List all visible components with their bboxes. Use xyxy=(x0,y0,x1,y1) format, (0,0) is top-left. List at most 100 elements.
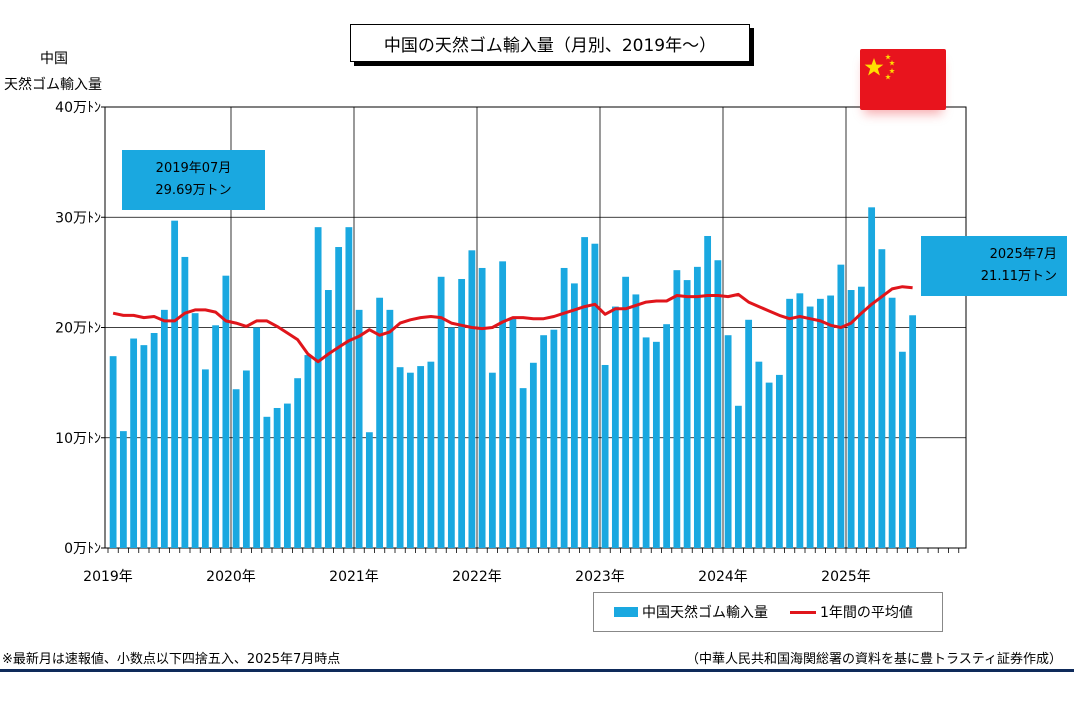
y-axis-title: 中国 天然ゴム輸入量 xyxy=(4,46,114,98)
import-bar xyxy=(140,345,148,548)
callout-first-value: 29.69万トン xyxy=(155,183,232,198)
import-bar xyxy=(632,294,640,548)
import-bar xyxy=(335,247,343,548)
legend-bar-swatch xyxy=(614,607,638,617)
import-bar xyxy=(386,309,394,548)
x-tick-label: 2021年 xyxy=(329,569,379,585)
footer-divider xyxy=(0,669,1074,672)
import-bar xyxy=(478,267,486,548)
import-bar xyxy=(406,372,414,548)
import-bar xyxy=(909,315,917,548)
import-bar xyxy=(283,403,291,548)
import-bar xyxy=(273,407,281,548)
import-bar xyxy=(253,327,261,548)
import-bar xyxy=(745,319,753,548)
import-bar xyxy=(663,324,671,548)
import-bar xyxy=(704,235,712,548)
import-bar xyxy=(509,317,517,548)
import-bar xyxy=(396,367,404,548)
callout-first-month: 2019年07月 29.69万トン xyxy=(122,150,265,210)
import-bar xyxy=(540,335,548,548)
source-note: （中華人民共和国海関総署の資料を基に豊トラスティ証券作成） xyxy=(686,652,1062,667)
import-bar xyxy=(652,341,660,548)
y-axis-title-line1: 中国 xyxy=(40,51,68,67)
import-bar xyxy=(201,369,209,548)
import-bar xyxy=(796,293,804,548)
import-bar xyxy=(570,283,578,548)
import-bar xyxy=(417,366,425,548)
import-bar xyxy=(868,207,876,548)
import-bar xyxy=(724,335,732,548)
import-bar xyxy=(827,295,835,548)
y-tick-label: 10万ﾄﾝ xyxy=(55,431,101,447)
y-axis-title-line2: 天然ゴム輸入量 xyxy=(4,77,102,93)
import-bar xyxy=(160,309,168,548)
import-bar xyxy=(458,278,466,548)
import-bar xyxy=(693,266,701,548)
import-bar xyxy=(355,309,363,548)
import-bar xyxy=(488,372,496,548)
callout-latest-date: 2025年7月 xyxy=(989,247,1057,262)
import-bar xyxy=(560,267,568,548)
footnote: ※最新月は速報値、小数点以下四捨五入、2025年7月時点 xyxy=(2,652,341,667)
x-tick-label: 2020年 xyxy=(206,569,256,585)
import-bar xyxy=(816,298,824,548)
import-bar xyxy=(611,306,619,548)
import-bar xyxy=(734,405,742,548)
y-tick-label: 0万ﾄﾝ xyxy=(64,541,101,557)
import-bar xyxy=(232,389,240,548)
import-bar xyxy=(622,276,630,548)
import-bar xyxy=(130,338,138,548)
import-bar xyxy=(263,416,271,548)
import-bar xyxy=(191,313,199,548)
import-bar xyxy=(324,290,332,548)
import-bar xyxy=(294,378,302,548)
import-bar xyxy=(847,290,855,548)
import-bar xyxy=(888,297,896,548)
import-bar xyxy=(181,256,189,548)
y-tick-label: 20万ﾄﾝ xyxy=(55,321,101,337)
import-bar xyxy=(109,356,117,548)
x-tick-label: 2022年 xyxy=(452,569,502,585)
import-bar xyxy=(447,327,455,548)
import-bar xyxy=(642,337,650,548)
callout-latest-value: 21.11万トン xyxy=(980,269,1057,284)
x-tick-label: 2023年 xyxy=(575,569,625,585)
callout-latest-month: 2025年7月 21.11万トン xyxy=(921,236,1067,296)
average-line xyxy=(112,285,913,364)
import-bar xyxy=(878,249,886,548)
import-bar xyxy=(314,227,322,549)
legend-bar-label: 中国天然ゴム輸入量 xyxy=(642,605,768,621)
import-bar xyxy=(601,364,609,548)
x-tick-label: 2025年 xyxy=(821,569,871,585)
import-bar xyxy=(437,276,445,548)
import-bar xyxy=(581,237,589,548)
import-bar xyxy=(365,432,373,548)
y-tick-label: 30万ﾄﾝ xyxy=(55,210,101,226)
import-bar xyxy=(857,286,865,548)
import-bar xyxy=(837,264,845,548)
import-bar xyxy=(519,388,527,548)
import-bar xyxy=(345,227,353,549)
legend-line-swatch xyxy=(790,610,816,614)
import-bar xyxy=(775,374,783,548)
import-bar xyxy=(786,298,794,548)
import-bar xyxy=(427,361,435,548)
x-tick-label: 2019年 xyxy=(83,569,133,585)
import-bar xyxy=(150,333,158,548)
callout-first-date: 2019年07月 xyxy=(155,161,232,176)
import-bar xyxy=(755,361,763,548)
import-bar xyxy=(222,275,230,548)
import-bar xyxy=(119,431,127,548)
import-bar xyxy=(304,355,312,548)
import-bar xyxy=(765,382,773,548)
import-bar xyxy=(550,329,558,548)
import-bar xyxy=(171,220,179,548)
chart-plot: 0万ﾄﾝ 10万ﾄﾝ 20万ﾄﾝ 30万ﾄﾝ 40万ﾄﾝ 2019年 2020年 2021年 2… xyxy=(55,100,967,585)
import-bar xyxy=(673,270,681,548)
china-flag-icon xyxy=(860,49,946,110)
import-bar xyxy=(683,280,691,548)
import-bar xyxy=(242,370,250,548)
legend-line-label: 1年間の平均値 xyxy=(820,605,913,621)
import-bar xyxy=(806,306,814,548)
